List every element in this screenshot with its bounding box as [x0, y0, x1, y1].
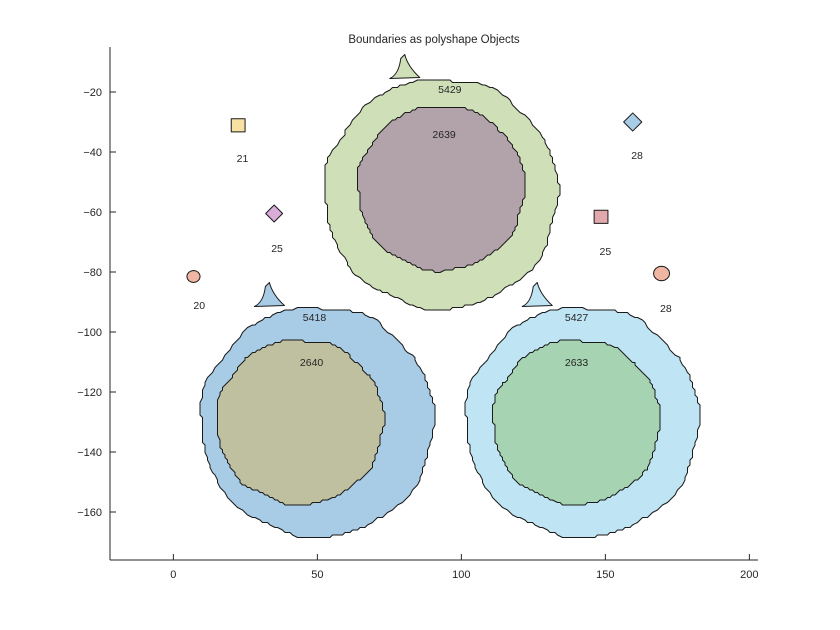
y-tick-label: −140: [77, 447, 102, 459]
region-label: 2640: [300, 357, 324, 369]
region-label: 25: [600, 246, 612, 258]
region-polygon: [492, 339, 661, 506]
region-polygon: [230, 118, 246, 133]
y-tick-label: −80: [83, 267, 102, 279]
region-20-8: [186, 270, 201, 283]
x-tick-label: 150: [596, 569, 614, 581]
region-28-11: [653, 265, 671, 282]
chart-title: Boundaries as polyshape Objects: [348, 34, 520, 46]
region-label: 5418: [303, 312, 327, 324]
region-labels: 5429 2639 5418 2640 5427 2633 21 25 20 28 25 28: [193, 84, 671, 369]
region-label: 21: [237, 153, 249, 165]
region-label: 28: [631, 150, 643, 162]
region-21-6: [230, 118, 246, 133]
region-25-7: [265, 204, 284, 223]
region-polygon: [217, 339, 386, 506]
region-28-9: [623, 112, 643, 132]
region-polygon: [593, 209, 609, 224]
regions-layer: [186, 54, 701, 538]
region-polygon: [653, 265, 671, 282]
region-2640-3: [217, 339, 386, 506]
x-tick-label: 50: [311, 569, 323, 581]
region-label: 28: [660, 303, 672, 315]
y-tick-label: −40: [83, 147, 102, 159]
region-25-10: [593, 209, 609, 224]
region-label: 20: [193, 300, 205, 312]
y-tick-label: −60: [83, 207, 102, 219]
region-bump: [253, 282, 285, 307]
y-tick-label: −100: [77, 327, 102, 339]
axes: 0 50 100 150 200 −160 −140 −120 −100 −80 −60 −40 −20: [77, 47, 759, 581]
x-tick-label: 0: [170, 569, 176, 581]
region-label: 5427: [565, 312, 589, 324]
region-label: 25: [271, 243, 283, 255]
region-polygon: [186, 270, 201, 283]
x-tick-label: 100: [452, 569, 470, 581]
region-polygon: [623, 112, 643, 132]
x-tick-label: 200: [740, 569, 758, 581]
y-tick-label: −160: [77, 507, 102, 519]
region-2633-5: [492, 339, 661, 506]
y-tick-label: −20: [83, 87, 102, 99]
region-label: 2639: [432, 129, 456, 141]
y-tick-label: −120: [77, 387, 102, 399]
region-polygon: [357, 107, 526, 273]
region-bump: [521, 282, 553, 307]
region-bump: [389, 54, 421, 79]
region-polygon: [265, 204, 284, 223]
region-label: 2633: [565, 357, 589, 369]
region-2639-1: [357, 107, 526, 273]
region-label: 5429: [438, 84, 462, 96]
